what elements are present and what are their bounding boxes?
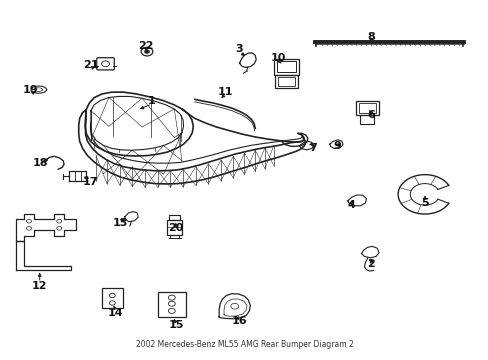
Circle shape — [144, 50, 149, 53]
Text: 18: 18 — [33, 158, 48, 168]
Text: 4: 4 — [347, 200, 355, 210]
Text: 14: 14 — [107, 308, 123, 318]
Bar — [273, 59, 299, 75]
Text: 2: 2 — [366, 259, 374, 269]
Text: 20: 20 — [168, 224, 183, 233]
Text: 22: 22 — [138, 41, 153, 50]
Bar — [355, 101, 378, 116]
Text: 15: 15 — [168, 320, 183, 330]
Text: 8: 8 — [366, 32, 374, 41]
Bar — [277, 61, 295, 72]
Bar — [278, 77, 294, 86]
Text: 21: 21 — [83, 60, 99, 70]
Text: 6: 6 — [366, 111, 374, 121]
Text: 19: 19 — [23, 85, 39, 95]
Text: 12: 12 — [32, 281, 47, 291]
Text: 9: 9 — [332, 141, 341, 151]
Text: 1: 1 — [148, 96, 155, 106]
Bar — [158, 292, 185, 317]
Bar — [359, 116, 373, 125]
Text: 5: 5 — [420, 198, 428, 208]
Bar — [169, 215, 180, 220]
Bar — [358, 103, 375, 113]
Text: 17: 17 — [83, 177, 99, 187]
Text: 3: 3 — [235, 44, 243, 54]
Text: 13: 13 — [112, 218, 127, 228]
Bar — [102, 288, 122, 309]
Bar — [274, 75, 298, 88]
Text: 16: 16 — [231, 316, 247, 325]
Text: 11: 11 — [217, 87, 232, 97]
Bar — [167, 220, 182, 234]
Text: 10: 10 — [270, 53, 286, 63]
Text: 7: 7 — [308, 143, 316, 153]
Text: 2002 Mercedes-Benz ML55 AMG Rear Bumper Diagram 2: 2002 Mercedes-Benz ML55 AMG Rear Bumper … — [135, 340, 353, 349]
